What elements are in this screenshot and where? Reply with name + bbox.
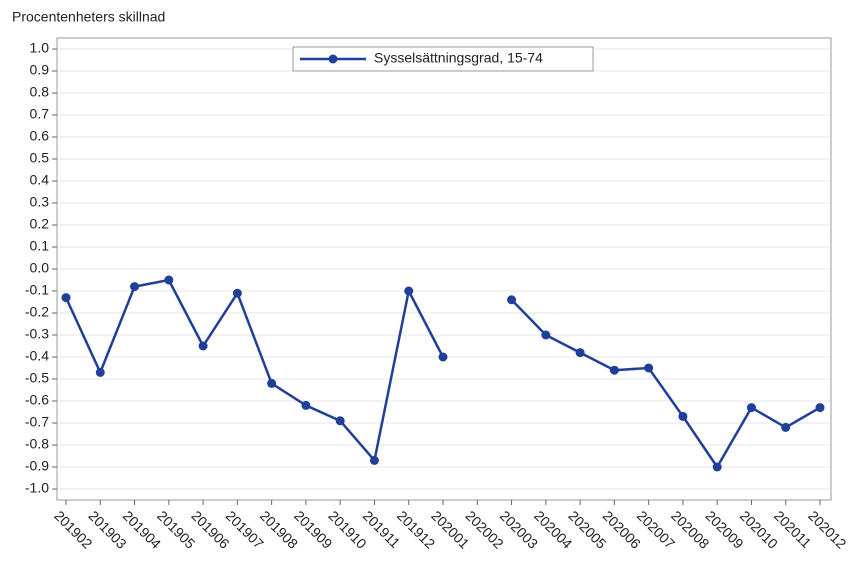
y-tick-label: 0.1 (30, 238, 50, 254)
x-tick-label: 202011 (771, 507, 815, 551)
plot-frame (56, 37, 832, 501)
data-point (130, 282, 140, 292)
y-tick-label: -0.2 (25, 304, 49, 320)
y-tick-label: 0.7 (30, 106, 50, 122)
y-tick-label: -0.6 (25, 392, 49, 408)
y-tick-label: -0.1 (25, 282, 49, 298)
y-tick-label: 0.6 (30, 128, 50, 144)
y-tick-label: 1.0 (30, 40, 50, 56)
data-point (507, 295, 517, 305)
data-point (609, 365, 619, 375)
data-point (575, 348, 585, 358)
data-point (678, 411, 688, 421)
data-point (267, 378, 277, 388)
y-tick-label: 0.4 (30, 172, 50, 188)
data-point (164, 275, 174, 285)
data-point (61, 293, 71, 303)
y-tick-label: 0.9 (30, 62, 50, 78)
legend-marker (328, 54, 338, 64)
data-point (301, 400, 311, 410)
data-point (781, 422, 791, 432)
series-line (510, 298, 821, 470)
data-point (198, 341, 208, 351)
y-tick-label: 0.5 (30, 150, 50, 166)
legend-label: Sysselsättningsgrad, 15-74 (374, 50, 543, 66)
data-point (541, 330, 551, 340)
y-tick-label: 0.3 (30, 194, 50, 210)
series-line (64, 278, 445, 464)
data-point (95, 367, 105, 377)
y-tick-label: -0.5 (25, 370, 49, 386)
x-tick-label: 202012 (805, 507, 849, 551)
x-tick-label: 201911 (360, 507, 404, 551)
y-tick-label: -0.4 (25, 348, 49, 364)
y-tick-label: 0.0 (30, 260, 50, 276)
y-tick-label: -0.3 (25, 326, 49, 342)
chart-title: Procentenheters skillnad (12, 9, 165, 25)
y-tick-label: -0.8 (25, 436, 49, 452)
y-tick-label: 0.8 (30, 84, 50, 100)
data-point (644, 363, 654, 373)
data-point (404, 286, 414, 296)
y-tick-label: -1.0 (25, 480, 49, 496)
y-tick-label: -0.9 (25, 458, 49, 474)
data-point (746, 403, 756, 413)
data-point (712, 462, 722, 472)
data-point (335, 416, 345, 426)
data-point (232, 288, 242, 298)
data-point (369, 455, 379, 465)
data-point (438, 352, 448, 362)
y-tick-label: -0.7 (25, 414, 49, 430)
legend: Sysselsättningsgrad, 15-74 (292, 46, 594, 72)
data-point (815, 403, 825, 413)
y-tick-label: 0.2 (30, 216, 50, 232)
